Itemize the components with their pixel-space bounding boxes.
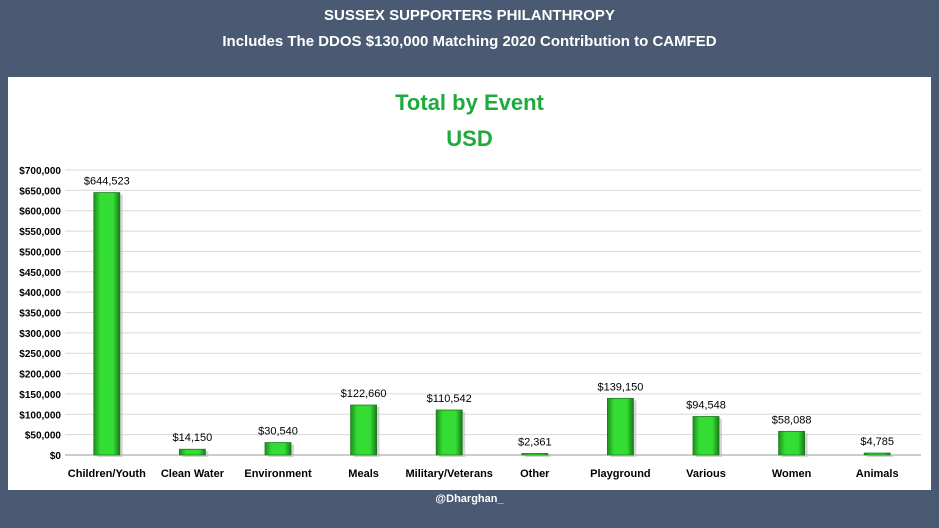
bar (350, 404, 378, 456)
y-tick-label: $600,000 (19, 207, 61, 218)
chart-subtitle: USD (446, 126, 493, 151)
x-tick-label: Military/Veterans (405, 468, 492, 480)
bar (178, 448, 206, 456)
header-subtitle: Includes The DDOS $130,000 Matching 2020… (222, 33, 717, 50)
y-tick-label: $100,000 (19, 410, 61, 421)
x-tick-label: Environment (244, 468, 312, 480)
y-tick-label: $450,000 (19, 268, 61, 279)
data-label: $644,523 (84, 176, 130, 188)
x-tick-label: Clean Water (161, 468, 225, 480)
data-label: $110,542 (427, 393, 472, 405)
y-tick-label: $50,000 (25, 431, 62, 442)
bar (264, 442, 292, 456)
y-tick-label: $550,000 (19, 227, 61, 238)
y-tick-label: $700,000 (19, 166, 61, 177)
chart-title: Total by Event (395, 90, 544, 115)
data-label: $139,150 (597, 381, 643, 393)
y-tick-label: $0 (50, 451, 62, 462)
x-tick-label: Animals (856, 468, 899, 480)
data-label: $94,548 (686, 400, 726, 412)
header-title: SUSSEX SUPPORTERS PHILANTHROPY (324, 7, 615, 24)
bar-chart: $0 $50,000 $100,000 $150,000 $200,000 $250,00… (19, 166, 921, 480)
chart-panel: Total by Event USD $0 $50,000 $100,000 $150… (8, 77, 931, 490)
bar (863, 452, 891, 456)
data-label: $122,660 (341, 388, 387, 400)
y-tick-label: $200,000 (19, 370, 61, 381)
x-tick-label: Meals (348, 468, 379, 480)
data-label: $30,540 (258, 426, 298, 438)
bar (93, 192, 121, 456)
data-label: $14,150 (173, 432, 213, 444)
data-label: $2,361 (518, 437, 552, 449)
footer-credit: @Dharghan_ (435, 493, 504, 505)
x-tick-label: Other (520, 468, 550, 480)
y-tick-label: $350,000 (19, 309, 61, 320)
y-tick-label: $500,000 (19, 247, 61, 258)
data-label: $58,088 (772, 414, 812, 426)
y-tick-label: $300,000 (19, 329, 61, 340)
bar (607, 397, 634, 456)
y-tick-label: $150,000 (19, 390, 61, 401)
bar-shadow (867, 455, 894, 457)
x-tick-label: Various (686, 468, 726, 480)
header: SUSSEX SUPPORTERS PHILANTHROPY Includes … (0, 0, 939, 70)
data-label: $4,785 (860, 436, 894, 448)
bar-shadow (524, 455, 551, 457)
bar (435, 409, 463, 456)
y-tick-label: $250,000 (19, 349, 61, 360)
x-tick-label: Women (772, 468, 812, 480)
bar (692, 416, 720, 456)
bar (778, 430, 805, 456)
y-tick-label: $400,000 (19, 288, 61, 299)
y-tick-label: $650,000 (19, 186, 61, 197)
x-tick-label: Children/Youth (68, 468, 146, 480)
bar (521, 453, 549, 456)
x-tick-label: Playground (590, 468, 651, 480)
